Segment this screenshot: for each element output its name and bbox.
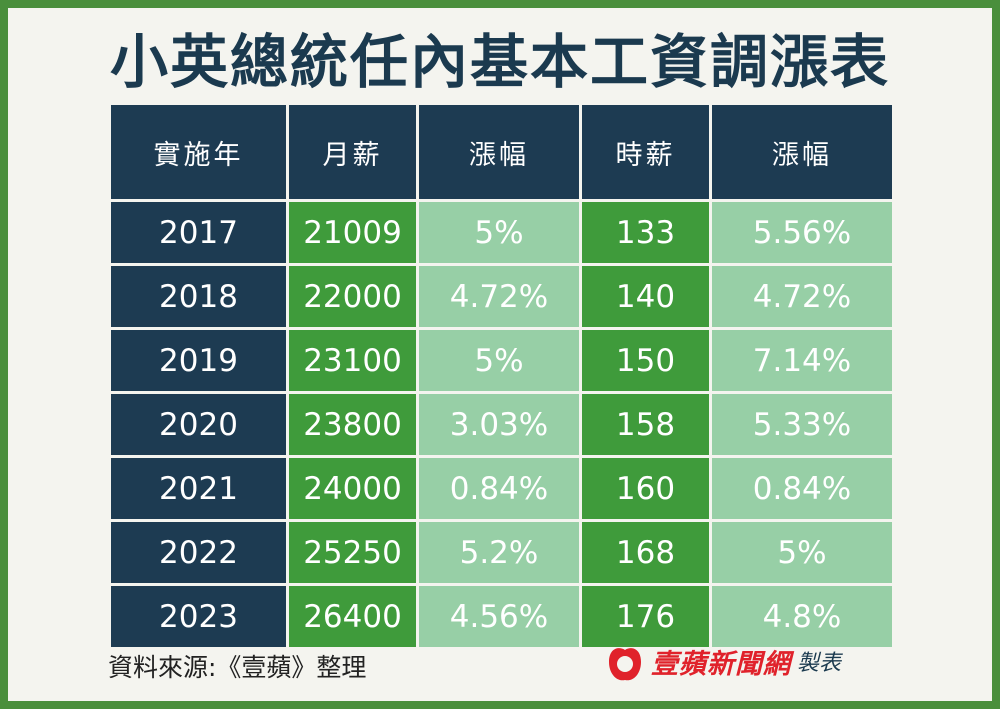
cell-hourly-wage: 158 [582,394,709,458]
cell-hourly-increase: 5.56% [712,202,892,266]
cell-hourly-increase: 5% [712,522,892,586]
cell-hourly-increase: 5.33% [712,394,892,458]
cell-hourly-wage: 150 [582,330,709,394]
infographic-frame: 小英總統任內基本工資調漲表 實施年 月薪 漲幅 時薪 漲幅 2017 21009… [8,8,992,701]
table-row: 2021 24000 0.84% 160 0.84% [111,458,892,522]
cell-year: 2021 [111,458,286,522]
cell-hourly-increase: 4.72% [712,266,892,330]
cell-monthly-increase: 5.2% [419,522,579,586]
cell-monthly-increase: 4.72% [419,266,579,330]
cell-year: 2018 [111,266,286,330]
source-note: 資料來源:《壹蘋》整理 [108,653,367,682]
cell-hourly-wage: 176 [582,586,709,647]
brand-name: 壹蘋新聞網 [651,648,791,680]
header-hourly-wage: 時薪 [582,105,709,202]
cell-year: 2023 [111,586,286,647]
cell-monthly-wage: 23100 [289,330,416,394]
cell-monthly-wage: 25250 [289,522,416,586]
table-row: 2020 23800 3.03% 158 5.33% [111,394,892,458]
cell-year: 2022 [111,522,286,586]
brand-suffix: 製表 [797,651,842,676]
cell-monthly-wage: 23800 [289,394,416,458]
cell-monthly-wage: 24000 [289,458,416,522]
table-row: 2022 25250 5.2% 168 5% [111,522,892,586]
cell-monthly-increase: 5% [419,202,579,266]
cell-hourly-increase: 7.14% [712,330,892,394]
cell-hourly-increase: 4.8% [712,586,892,647]
table-row: 2023 26400 4.56% 176 4.8% [111,586,892,647]
header-year: 實施年 [111,105,286,202]
cell-monthly-increase: 0.84% [419,458,579,522]
apple-logo-icon [609,640,641,681]
cell-monthly-increase: 3.03% [419,394,579,458]
cell-year: 2019 [111,330,286,394]
wage-table: 實施年 月薪 漲幅 時薪 漲幅 2017 21009 5% 133 5.56% … [108,105,895,647]
table-header-row: 實施年 月薪 漲幅 時薪 漲幅 [111,105,892,202]
header-monthly-increase: 漲幅 [419,105,579,202]
cell-hourly-wage: 168 [582,522,709,586]
cell-monthly-wage: 26400 [289,586,416,647]
brand-credit: 壹蘋新聞網 製表 [605,636,841,686]
cell-hourly-increase: 0.84% [712,458,892,522]
cell-hourly-wage: 140 [582,266,709,330]
cell-year: 2017 [111,202,286,266]
cell-hourly-wage: 160 [582,458,709,522]
cell-hourly-wage: 133 [582,202,709,266]
cell-monthly-increase: 5% [419,330,579,394]
header-monthly-wage: 月薪 [289,105,416,202]
table-row: 2019 23100 5% 150 7.14% [111,330,892,394]
cell-monthly-wage: 21009 [289,202,416,266]
cell-monthly-wage: 22000 [289,266,416,330]
cell-year: 2020 [111,394,286,458]
page-title: 小英總統任內基本工資調漲表 [109,28,890,96]
header-hourly-increase: 漲幅 [712,105,892,202]
table-row: 2017 21009 5% 133 5.56% [111,202,892,266]
table-row: 2018 22000 4.72% 140 4.72% [111,266,892,330]
cell-monthly-increase: 4.56% [419,586,579,647]
